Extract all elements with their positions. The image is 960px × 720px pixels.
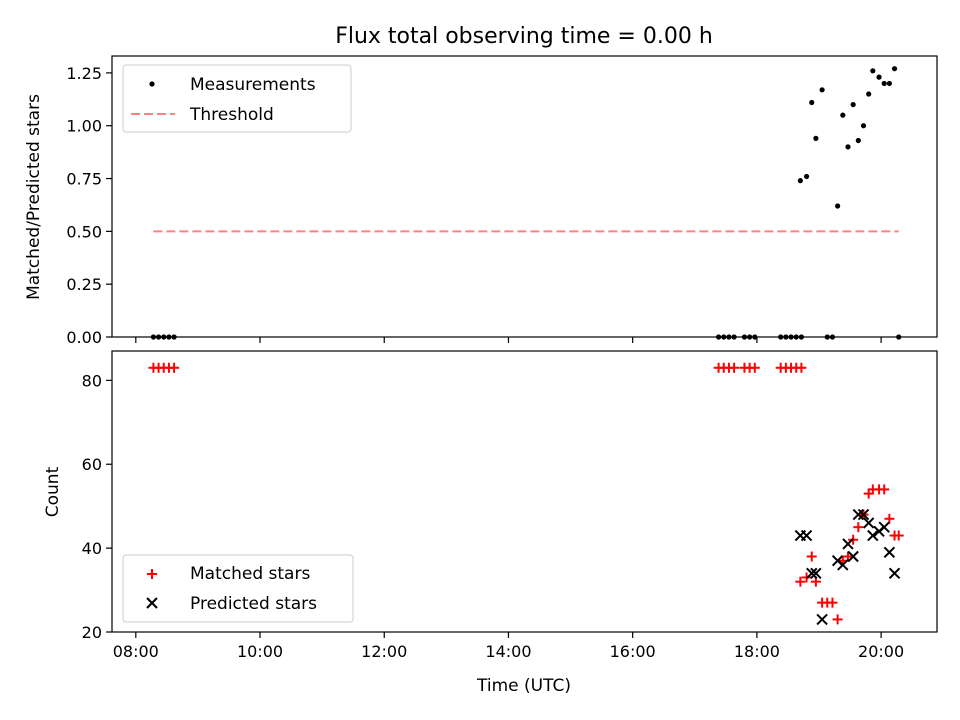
- legend-measurements-label: Measurements: [190, 75, 316, 95]
- matched-star-point: [832, 614, 843, 625]
- bottom-y-tick-label: 20: [82, 623, 102, 642]
- measurement-point: [803, 173, 810, 180]
- top-chart-panel: Flux total observing time = 0.00 h Match…: [24, 24, 938, 347]
- measurement-point: [891, 66, 898, 72]
- bottom-plot-frame: [111, 350, 938, 633]
- predicted-star-point: [806, 567, 818, 579]
- top-plot-frame: [111, 55, 938, 338]
- predicted-star-point: [837, 559, 849, 571]
- measurement-point: [860, 123, 867, 129]
- measurement-point: [845, 144, 851, 150]
- top-y-tick-label: 1.00: [66, 117, 102, 136]
- predicted-star-point: [810, 567, 822, 579]
- top-y-tick-label: 0.50: [66, 222, 102, 241]
- matched-star-point: [169, 362, 180, 373]
- matched-star-point: [827, 597, 838, 608]
- predicted-star-point: [800, 529, 813, 542]
- top-legend: Measurements Threshold: [122, 64, 352, 133]
- measurement-point: [870, 68, 876, 74]
- matched-star-point: [729, 362, 740, 373]
- matched-star-point: [842, 551, 853, 562]
- bottom-y-tick-label: 60: [82, 455, 102, 474]
- chart-title: Flux total observing time = 0.00 h: [335, 24, 713, 49]
- top-y-tick-label: 0.75: [66, 170, 102, 189]
- bottom-legend: Matched stars Predicted stars: [122, 554, 354, 623]
- predicted-star-point: [862, 517, 875, 529]
- matched-star-point: [749, 362, 760, 373]
- measurement-point: [797, 178, 803, 184]
- bottom-plot-marks: [148, 362, 904, 626]
- bottom-axis-ticks: 08:00 10:00 12:00 14:00 16:00 18:00 20:00 20 40 6…: [82, 371, 905, 661]
- top-y-tick-label: 1.25: [66, 64, 102, 83]
- predicted-star-point: [883, 546, 896, 559]
- top-y-tick-label: 0.00: [66, 328, 102, 347]
- bottom-y-tick-label: 40: [82, 539, 102, 558]
- bottom-legend-box: [122, 554, 354, 623]
- legend-threshold-label: Threshold: [189, 105, 274, 125]
- predicted-star-point: [867, 529, 879, 542]
- x-tick-label: 08:00: [113, 642, 159, 661]
- bottom-y-tick-label: 80: [82, 371, 102, 390]
- predicted-star-point: [847, 550, 859, 563]
- bottom-chart-panel: Count Time (UTC) 08:00 10:00 12:00 14:00 16:…: [43, 350, 938, 696]
- bottom-y-axis-label: Count: [43, 466, 63, 517]
- predicted-star-point: [842, 538, 854, 550]
- measurement-point: [840, 112, 846, 118]
- measurement-point: [813, 135, 819, 141]
- x-tick-label: 10:00: [237, 642, 283, 661]
- x-axis-label: Time (UTC): [476, 676, 571, 696]
- measurement-point: [881, 80, 887, 87]
- matched-star-point: [795, 576, 806, 587]
- matched-star-point: [879, 484, 890, 495]
- predicted-star-point: [857, 508, 870, 521]
- measurement-point: [866, 91, 872, 97]
- matched-star-point: [893, 530, 904, 541]
- x-tick-label: 18:00: [734, 642, 780, 661]
- matched-star-point: [853, 522, 864, 533]
- legend-matched-marker: [147, 569, 157, 579]
- measurement-point: [850, 101, 856, 108]
- measurement-point: [809, 99, 815, 106]
- x-tick-label: 16:00: [610, 642, 656, 661]
- x-tick-label: 12:00: [361, 642, 407, 661]
- predicted-star-point: [852, 508, 865, 521]
- measurement-point: [819, 87, 825, 93]
- x-tick-label: 20:00: [858, 642, 904, 661]
- top-axis-ticks: 0.00 0.25 0.50 0.75 1.00 1.25: [66, 64, 882, 347]
- predicted-star-point: [888, 567, 901, 579]
- measurement-point: [855, 137, 861, 144]
- top-y-tick-label: 0.25: [66, 275, 102, 294]
- top-legend-box: [122, 64, 352, 133]
- matched-star-point: [796, 362, 807, 373]
- predicted-star-point: [878, 521, 890, 533]
- predicted-star-point: [816, 613, 828, 626]
- legend-matched-label: Matched stars: [190, 564, 310, 584]
- matched-star-point: [806, 551, 817, 562]
- legend-measurements-marker: [149, 81, 155, 87]
- measurement-point: [876, 74, 882, 80]
- x-tick-label: 14:00: [485, 642, 531, 661]
- matched-star-point: [884, 513, 895, 524]
- top-y-axis-label: Matched/Predicted stars: [24, 94, 44, 300]
- measurement-point: [835, 203, 841, 209]
- measurement-point: [886, 80, 892, 87]
- legend-predicted-label: Predicted stars: [190, 594, 317, 614]
- legend-predicted-marker: [146, 597, 158, 609]
